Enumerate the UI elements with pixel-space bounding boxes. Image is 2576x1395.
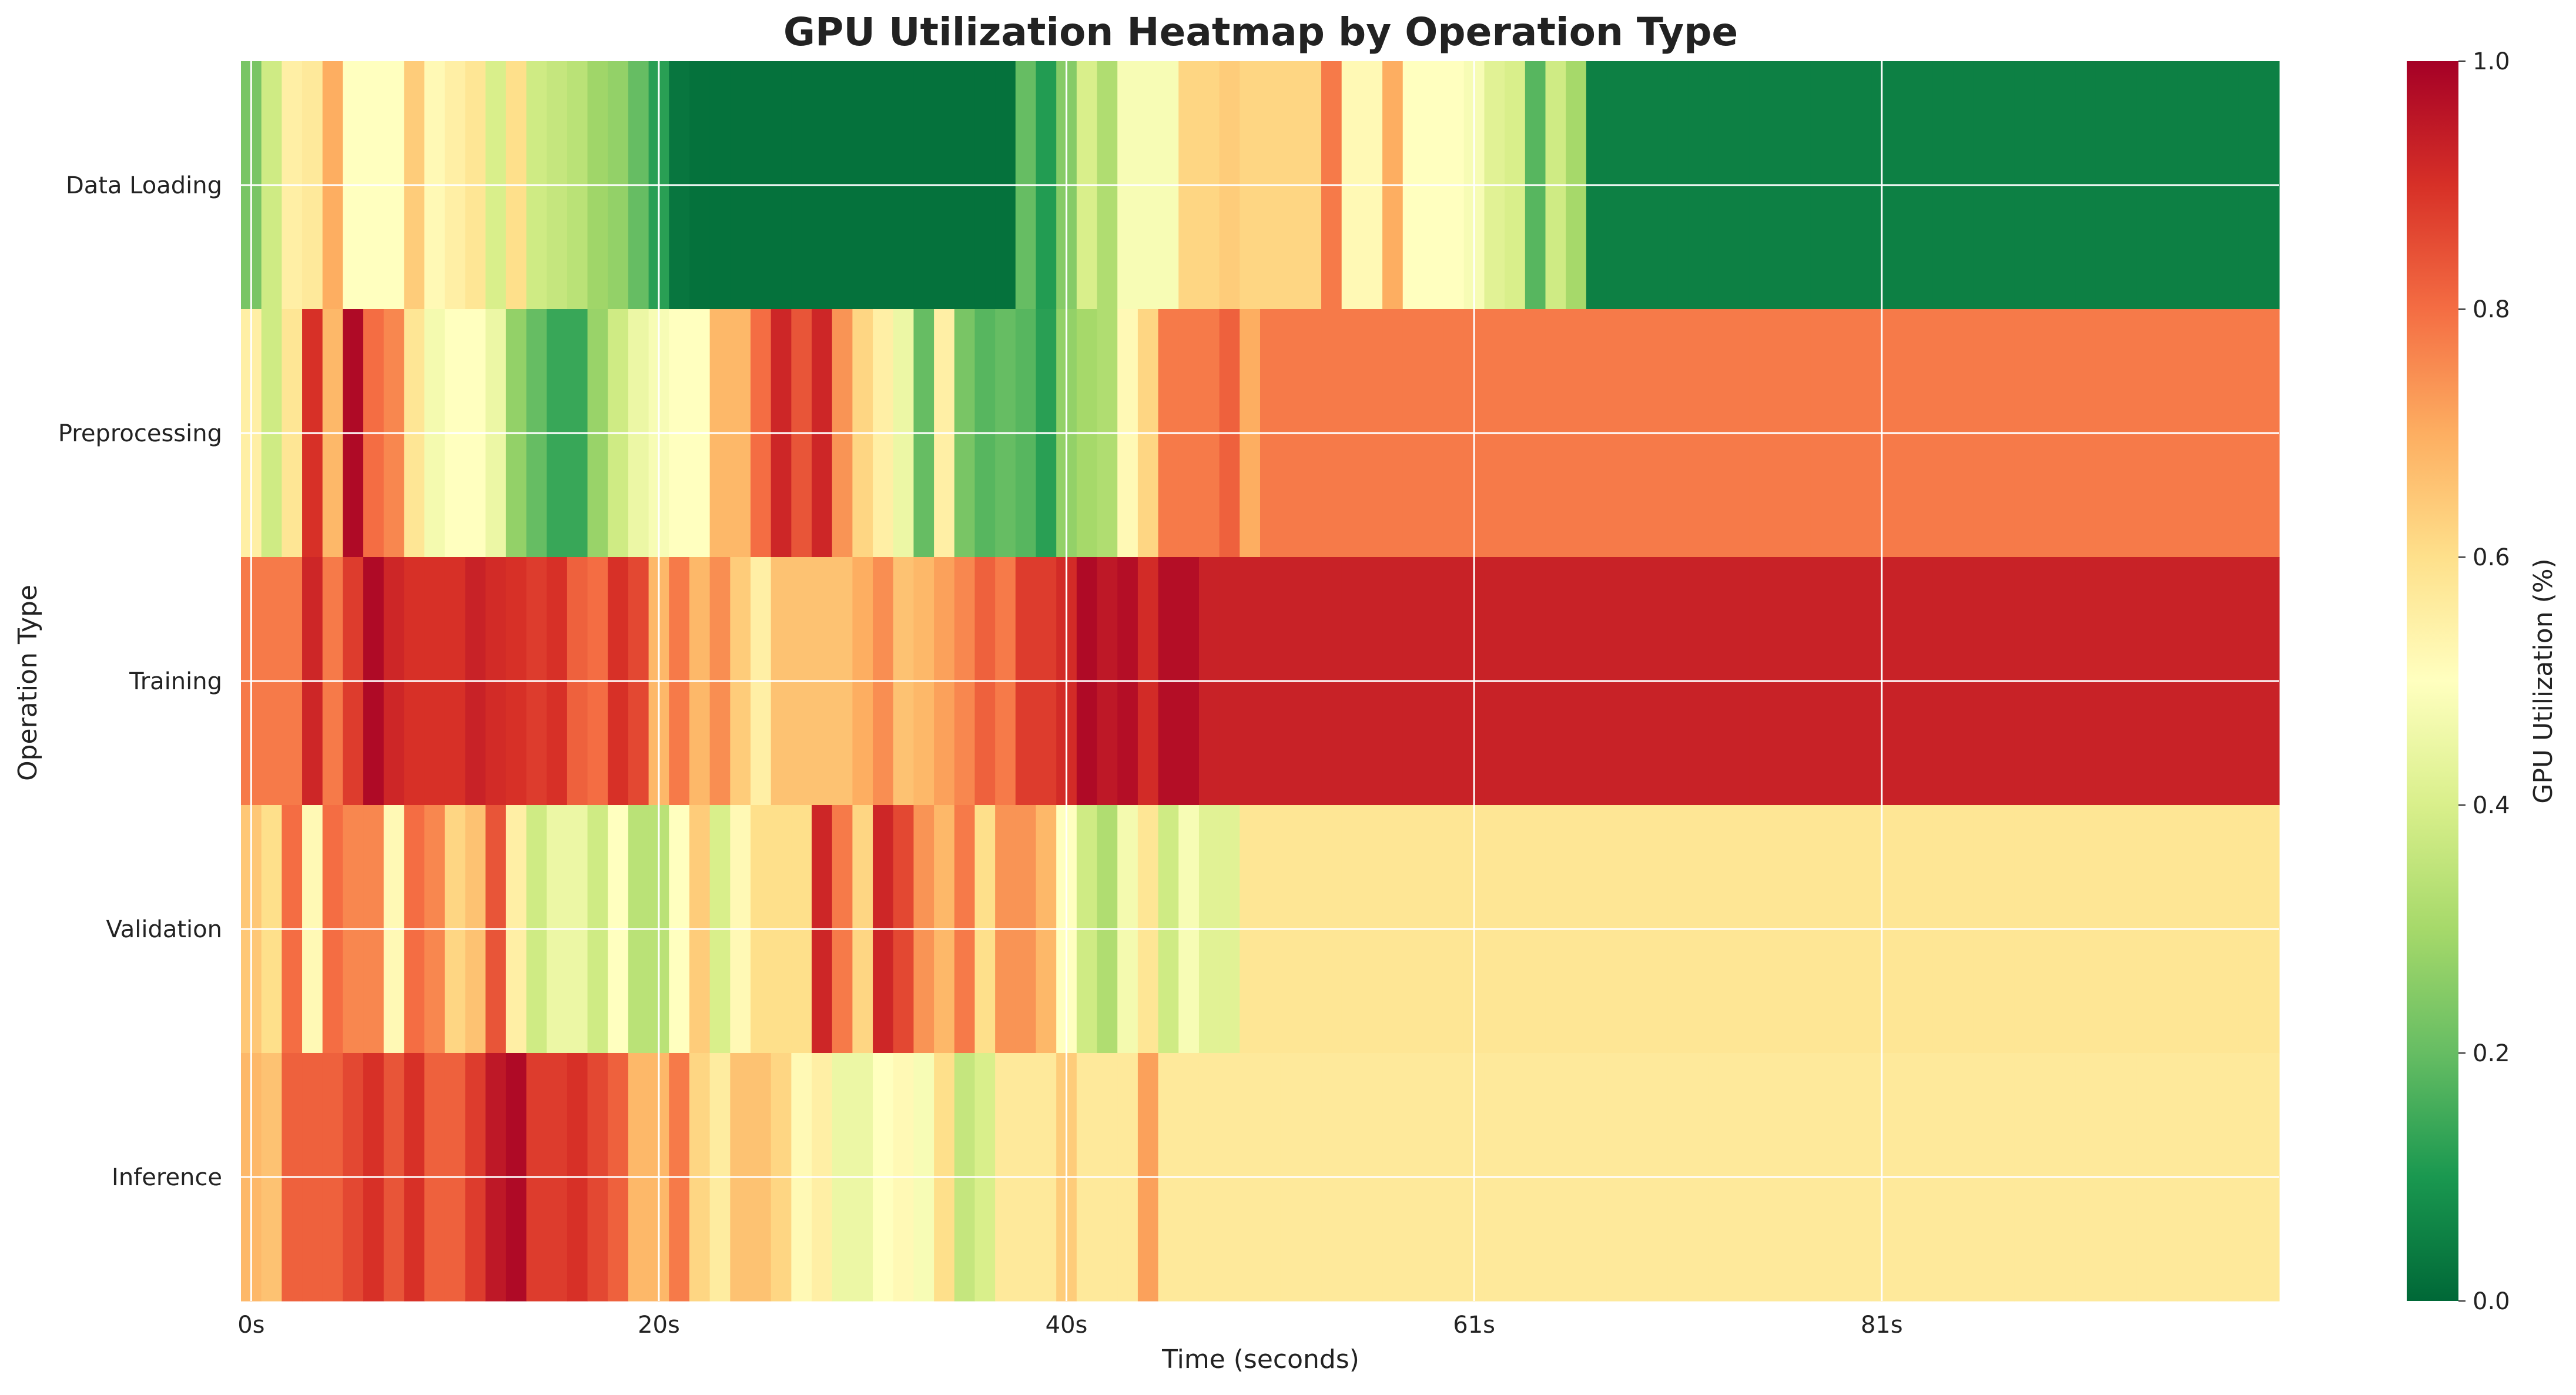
colorbar-tick-label: 0.0 xyxy=(2473,1288,2510,1315)
x-tick-label: 0s xyxy=(237,1312,264,1339)
colorbar-ticks: 0.0 0.2 0.4 0.6 0.8 1.0 xyxy=(2458,48,2510,1315)
x-tick-label: 81s xyxy=(1861,1312,1903,1339)
y-tick-label: Training xyxy=(129,668,222,695)
colorbar-tick-label: 0.2 xyxy=(2473,1040,2510,1067)
x-tick-label: 20s xyxy=(638,1312,680,1339)
chart-title: GPU Utilization Heatmap by Operation Typ… xyxy=(783,9,1738,55)
y-tick-label: Inference xyxy=(112,1164,222,1191)
y-tick-label: Preprocessing xyxy=(58,420,222,447)
y-axis-label: Operation Type xyxy=(13,585,43,781)
colorbar-tick-label: 1.0 xyxy=(2473,48,2510,75)
y-tick-label: Validation xyxy=(106,916,222,943)
x-tick-labels: 0s 20s 40s 61s 81s xyxy=(237,1312,1902,1339)
grid-lines xyxy=(241,61,2279,1301)
colorbar-tick-label: 0.6 xyxy=(2473,544,2510,571)
y-tick-label: Data Loading xyxy=(66,172,222,199)
x-axis-label: Time (seconds) xyxy=(1161,1344,1359,1374)
x-tick-label: 40s xyxy=(1046,1312,1088,1339)
colorbar-tick-label: 0.4 xyxy=(2473,792,2510,819)
y-tick-labels: Data Loading Preprocessing Training Validat… xyxy=(58,172,222,1191)
colorbar-label: GPU Utilization (%) xyxy=(2528,558,2558,803)
x-tick-label: 61s xyxy=(1453,1312,1495,1339)
colorbar xyxy=(2407,61,2458,1301)
colorbar-tick-label: 0.8 xyxy=(2473,296,2510,323)
